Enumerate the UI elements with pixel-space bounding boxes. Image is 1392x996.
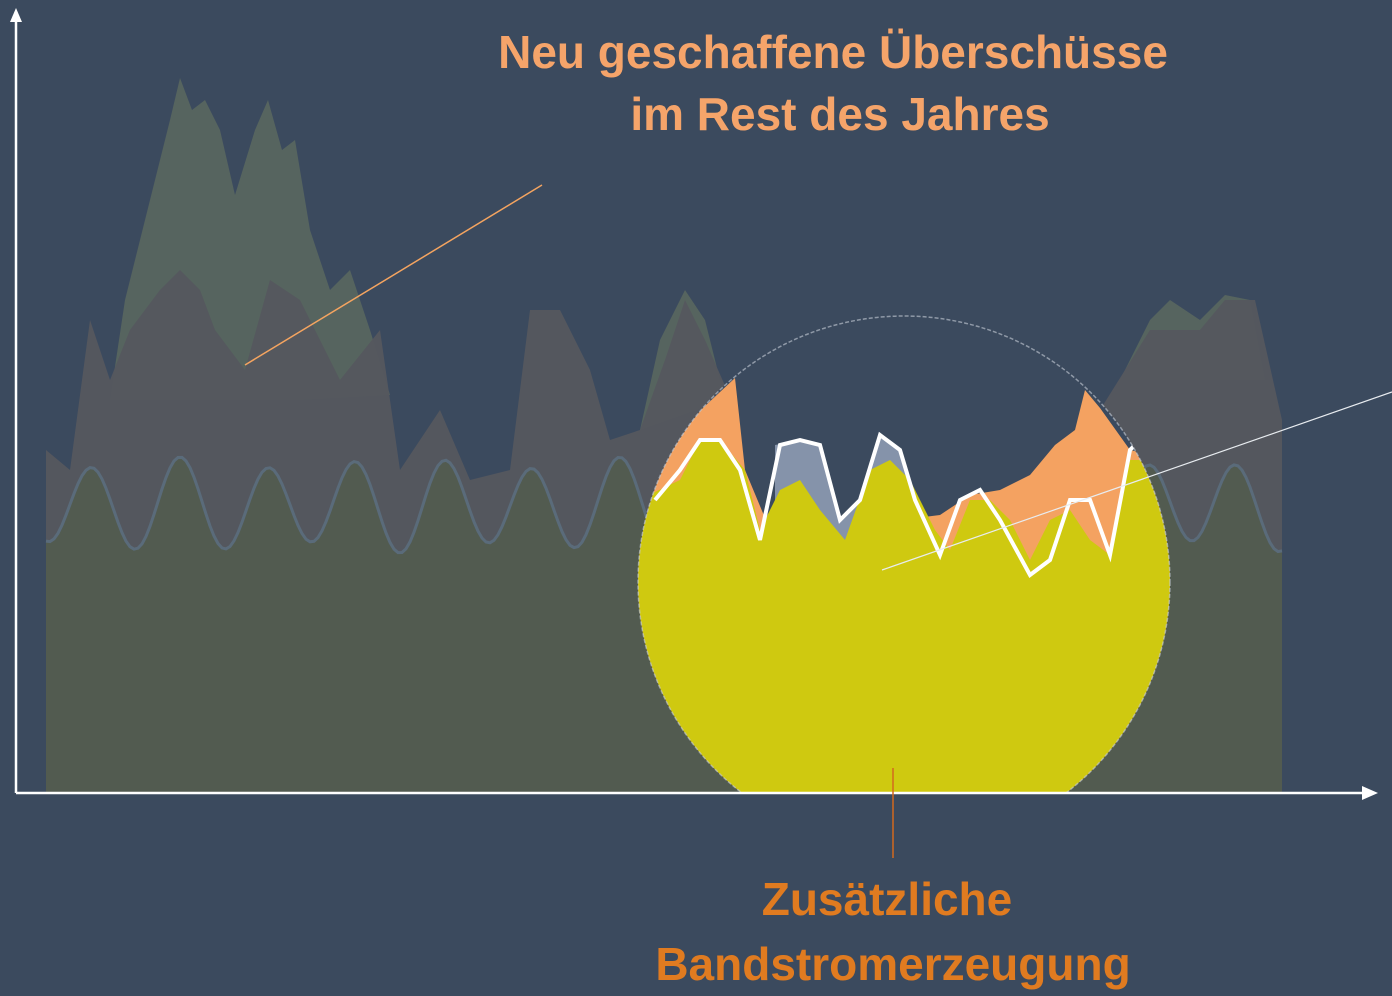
- annotation: Neu geschaffene Überschüsse: [498, 26, 1168, 78]
- leader-line: [244, 184, 543, 366]
- y-axis-arrow: [10, 8, 22, 22]
- band-area: [638, 440, 1170, 792]
- annotation: im Rest des Jahres: [630, 88, 1049, 140]
- annotation: Zusätzliche: [762, 873, 1013, 925]
- leader-line: [881, 391, 1392, 571]
- annotation: Bandstromerzeugung: [655, 938, 1130, 990]
- load-line: [653, 428, 1152, 578]
- circle-outline: [637, 315, 1171, 792]
- x-axis-arrow: [1362, 786, 1378, 800]
